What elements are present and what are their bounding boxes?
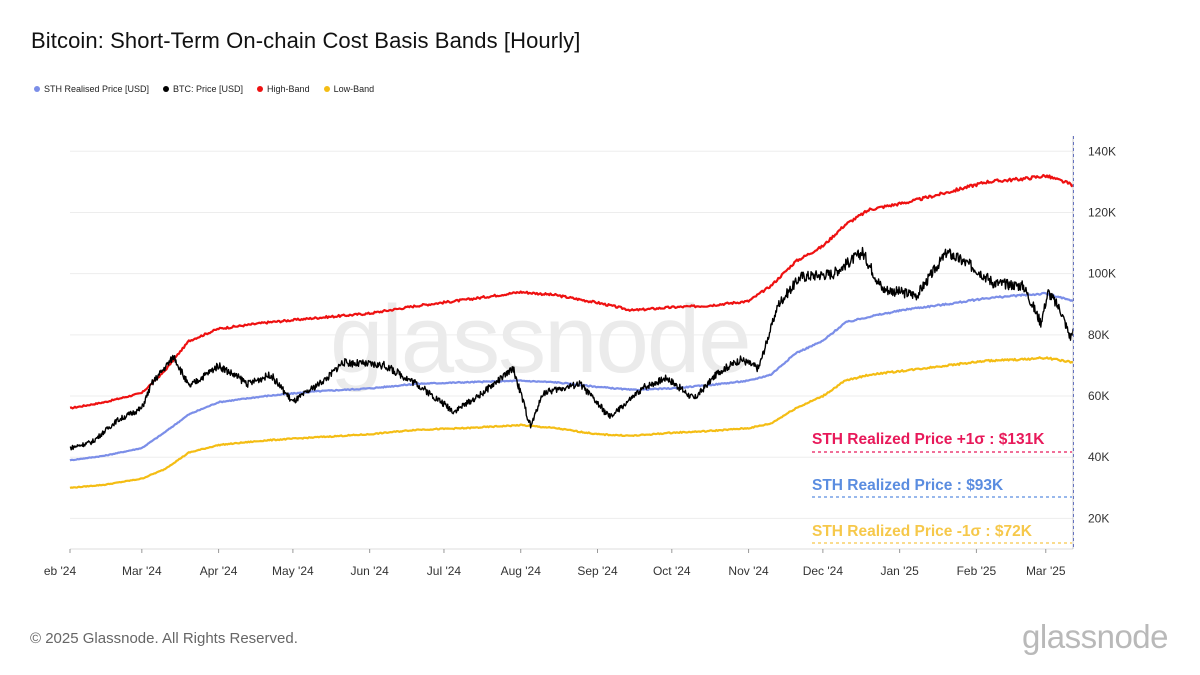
- annotation-sth-price: STH Realized Price : $93K: [812, 477, 1072, 498]
- x-tick-label: Jun '24: [350, 564, 389, 578]
- chart-plot[interactable]: glassnode 20K 40K 60K 80K 100K 120K 140K eb '2…: [0, 0, 1200, 600]
- x-tick-label: Jan '25: [880, 564, 919, 578]
- watermark-text: glassnode: [330, 286, 750, 393]
- series-line-high-band: [69, 173, 1074, 410]
- copyright-text: © 2025 Glassnode. All Rights Reserved.: [30, 630, 298, 647]
- x-tick-label: Feb '25: [957, 564, 997, 578]
- annotation-sth-price-text: STH Realized Price : $93K: [812, 477, 1004, 494]
- y-tick-label: 20K: [1088, 511, 1109, 525]
- y-tick-label: 60K: [1088, 389, 1109, 403]
- legend: STH Realised Price [USD] BTC: Price [USD…: [34, 84, 374, 94]
- grid-lines: [70, 150, 1073, 550]
- x-tick-label: Mar '25: [1026, 564, 1066, 578]
- legend-swatch-high: [257, 86, 264, 92]
- x-tick-label: May '24: [272, 564, 314, 578]
- y-tick-label: 120K: [1088, 205, 1116, 219]
- legend-item-high-band[interactable]: High-Band: [257, 84, 310, 94]
- legend-item-sth-realised-price[interactable]: STH Realised Price [USD]: [34, 84, 149, 94]
- series-line-sth-realised-price-usd: [69, 291, 1074, 462]
- x-tick-label: Dec '24: [803, 564, 844, 578]
- chart-title: Bitcoin: Short-Term On-chain Cost Basis …: [31, 28, 581, 53]
- y-axis: 20K 40K 60K 80K 100K 120K 140K: [1088, 144, 1116, 525]
- x-tick-label: Aug '24: [501, 564, 542, 578]
- x-tick-label: Mar '24: [122, 564, 162, 578]
- annotation-high-band-text: STH Realized Price +1σ : $131K: [812, 431, 1045, 448]
- annotation-high-band: STH Realized Price +1σ : $131K: [812, 431, 1072, 453]
- series-layer: [69, 173, 1074, 489]
- x-tick-label: Sep '24: [577, 564, 618, 578]
- glassnode-logo: glassnode: [1022, 618, 1168, 655]
- legend-item-btc-price[interactable]: BTC: Price [USD]: [163, 84, 243, 94]
- annotation-low-band: STH Realized Price -1σ : $72K: [812, 523, 1072, 544]
- y-tick-label: 80K: [1088, 328, 1109, 342]
- annotation-low-band-text: STH Realized Price -1σ : $72K: [812, 523, 1033, 540]
- legend-label-low: Low-Band: [333, 84, 375, 94]
- x-tick-label: Nov '24: [728, 564, 769, 578]
- series-line-low-band: [69, 356, 1074, 489]
- legend-swatch-btc: [163, 86, 170, 92]
- legend-label-btc: BTC: Price [USD]: [173, 84, 244, 94]
- y-tick-label: 40K: [1088, 450, 1109, 464]
- y-tick-label: 140K: [1088, 144, 1116, 158]
- legend-swatch-sth: [34, 86, 40, 92]
- y-tick-label: 100K: [1088, 267, 1116, 281]
- x-tick-label: Oct '24: [653, 564, 691, 578]
- legend-label-sth: STH Realised Price [USD]: [44, 84, 150, 94]
- legend-swatch-low: [323, 86, 330, 92]
- x-axis: eb '24 Mar '24 Apr '24 May '24 Jun '24 Jul '2…: [44, 549, 1066, 578]
- x-tick-label: eb '24: [44, 564, 77, 578]
- x-tick-label: Apr '24: [200, 564, 238, 578]
- series-line-btc-price-usd: [69, 246, 1074, 451]
- x-tick-label: Jul '24: [427, 564, 462, 578]
- legend-label-high: High-Band: [267, 84, 310, 94]
- legend-item-low-band[interactable]: Low-Band: [323, 84, 375, 94]
